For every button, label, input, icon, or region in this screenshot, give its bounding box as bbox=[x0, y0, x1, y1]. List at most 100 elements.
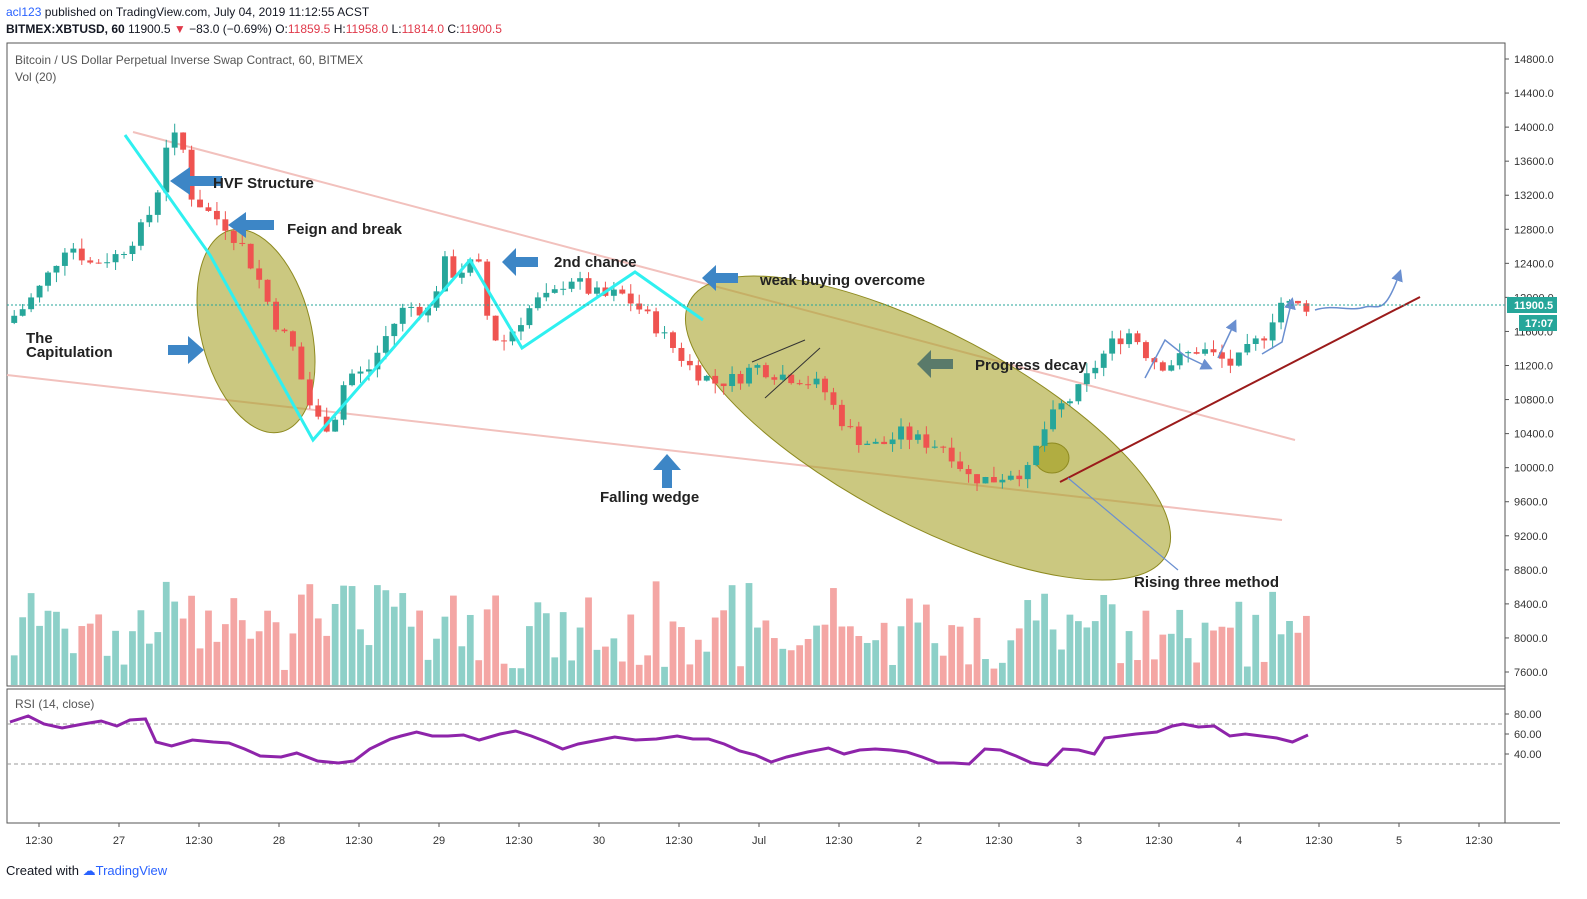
candle-body bbox=[349, 373, 356, 386]
volume-bar bbox=[441, 616, 449, 685]
price-tick-label: 11200.0 bbox=[1514, 361, 1553, 373]
volume-bar bbox=[711, 617, 719, 685]
candle-body bbox=[762, 365, 769, 378]
candle-body bbox=[594, 287, 600, 294]
candle-body bbox=[796, 383, 803, 385]
volume-bar bbox=[399, 593, 407, 685]
candlestick-series bbox=[11, 123, 1310, 492]
price-tick-label: 14000.0 bbox=[1514, 122, 1554, 134]
candle-body bbox=[1295, 300, 1301, 304]
candle-body bbox=[11, 315, 18, 323]
candle-body bbox=[1252, 338, 1259, 344]
volume-bar bbox=[492, 595, 500, 685]
rsi-tick-label: 40.00 bbox=[1514, 749, 1542, 761]
volume-bar bbox=[990, 668, 998, 685]
candle-body bbox=[518, 325, 524, 332]
progress-decay-arrow-icon bbox=[917, 350, 953, 378]
volume-bar bbox=[534, 602, 542, 685]
candle-body bbox=[180, 132, 187, 150]
volume-bar bbox=[1184, 638, 1192, 685]
volume-bar bbox=[652, 581, 660, 685]
candle-body bbox=[1050, 409, 1056, 430]
candle-body bbox=[509, 331, 516, 342]
volume-bar bbox=[323, 635, 331, 685]
volume-bar bbox=[1032, 620, 1040, 685]
volume-bar bbox=[264, 610, 271, 685]
volume-bar bbox=[112, 630, 119, 685]
volume-bar bbox=[618, 661, 626, 685]
candle-body bbox=[1303, 303, 1310, 312]
volume-bar bbox=[331, 603, 339, 685]
volume-bar bbox=[255, 631, 263, 685]
candle-body bbox=[188, 149, 195, 200]
candle-body bbox=[1075, 384, 1082, 402]
candle-body bbox=[729, 373, 736, 387]
volume-bar bbox=[137, 610, 145, 685]
volume-bar bbox=[846, 626, 854, 685]
volume-bar bbox=[644, 655, 652, 685]
volume-bar bbox=[1277, 634, 1285, 685]
candle-body bbox=[28, 297, 35, 310]
candle-body bbox=[441, 256, 448, 292]
volume-bar bbox=[1303, 615, 1310, 685]
candle-body bbox=[1278, 302, 1285, 323]
candle-body bbox=[1244, 343, 1251, 353]
candle-body bbox=[1210, 349, 1217, 353]
author-link[interactable]: acl123 bbox=[6, 5, 42, 19]
volume-bar bbox=[720, 610, 728, 685]
candle-body bbox=[577, 278, 584, 282]
volume-bars bbox=[10, 581, 1310, 685]
candle-body bbox=[289, 331, 296, 347]
volume-bar bbox=[500, 663, 508, 685]
candle-body bbox=[1092, 367, 1099, 374]
volume-bar bbox=[145, 643, 153, 685]
volume-bar bbox=[745, 583, 753, 685]
volume-bar bbox=[982, 659, 989, 685]
candle-body bbox=[374, 352, 381, 370]
candle-body bbox=[636, 303, 643, 310]
candle-body bbox=[298, 346, 305, 380]
candle-body bbox=[1109, 338, 1116, 354]
candle-body bbox=[1269, 322, 1276, 341]
candle-body bbox=[78, 248, 85, 261]
capitulation-arrow-icon bbox=[168, 336, 204, 364]
volume-bar bbox=[939, 655, 947, 685]
candle-body bbox=[121, 254, 127, 256]
tradingview-brand-link[interactable]: TradingView bbox=[95, 863, 168, 878]
publish-line: acl123 published on TradingView.com, Jul… bbox=[6, 5, 369, 19]
price-axis[interactable]: 14800.0 14400.0 14000.0 13600.0 13200.0 12800… bbox=[1505, 54, 1554, 761]
volume-bar bbox=[804, 639, 812, 685]
candle-body bbox=[408, 306, 415, 308]
volume-bar bbox=[213, 641, 221, 685]
candle-body bbox=[1142, 342, 1149, 359]
candle-body bbox=[340, 385, 347, 420]
time-axis[interactable]: 12:30 27 12:30 28 12:30 29 12:30 30 12:30 Jul 12:3… bbox=[25, 823, 1493, 847]
volume-bar bbox=[424, 659, 432, 685]
candle-body bbox=[670, 332, 676, 348]
rsi-line bbox=[9, 714, 1309, 767]
candle-body bbox=[940, 446, 947, 448]
candle-body bbox=[957, 461, 964, 469]
annotation-progress-decay: Progress decay bbox=[975, 357, 1087, 374]
volume-bar bbox=[526, 626, 533, 685]
candle-body bbox=[154, 192, 161, 215]
volume-bar bbox=[661, 666, 668, 685]
volume-bar bbox=[1269, 591, 1277, 685]
volume-bar bbox=[568, 660, 576, 685]
volume-bar bbox=[1091, 621, 1099, 685]
volume-bar bbox=[188, 595, 195, 685]
candle-body bbox=[864, 443, 871, 446]
time-tick-label: 12:30 bbox=[505, 835, 533, 847]
volume-bar bbox=[1117, 663, 1124, 685]
volume-bar bbox=[365, 645, 373, 685]
volume-bar bbox=[1286, 621, 1293, 685]
volume-bar bbox=[669, 621, 677, 685]
price-tick-label: 14400.0 bbox=[1514, 88, 1554, 100]
candle-body bbox=[610, 289, 617, 296]
volume-bar bbox=[627, 614, 635, 685]
volume-bar bbox=[1074, 621, 1082, 685]
candle-body bbox=[990, 477, 997, 483]
volume-bar bbox=[1176, 609, 1184, 685]
candle-body bbox=[653, 311, 660, 334]
